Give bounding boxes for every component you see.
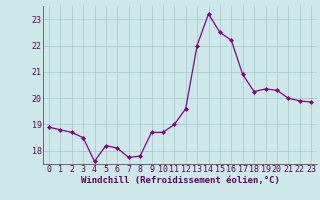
X-axis label: Windchill (Refroidissement éolien,°C): Windchill (Refroidissement éolien,°C): [81, 176, 279, 185]
